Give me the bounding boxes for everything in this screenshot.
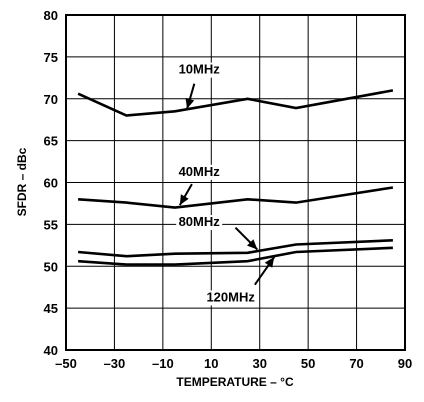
y-tick-label: 65 <box>44 134 58 149</box>
x-axis-title: TEMPERATURE – °C <box>176 375 294 389</box>
x-tick-label: –10 <box>152 356 174 371</box>
x-tick-label: 10 <box>204 356 218 371</box>
annotation-10mhz: 10MHz <box>176 62 223 110</box>
series-line-10mhz <box>77 89 394 117</box>
y-tick-label: 55 <box>44 217 58 232</box>
y-tick-label: 75 <box>44 50 58 65</box>
annotation-arrowhead <box>264 257 275 268</box>
series-label-80mhz: 80MHz <box>179 214 221 229</box>
series-line-40mhz <box>78 186 394 209</box>
annotation-label-background <box>203 290 258 306</box>
annotation-label-background <box>176 215 223 231</box>
series-label-40mhz: 40MHz <box>179 164 221 179</box>
x-tick-label: 70 <box>349 356 363 371</box>
annotation-label-background <box>176 62 223 78</box>
annotation-120mhz: 120MHz <box>203 256 276 306</box>
y-tick-label: 70 <box>44 92 58 107</box>
x-tick-label: –50 <box>55 356 77 371</box>
y-tick-label: 80 <box>44 8 58 23</box>
series-label-120mhz: 120MHz <box>206 289 255 304</box>
annotation-40mhz: 40MHz <box>176 164 223 206</box>
tick-labels: –50 –30 –10 10 30 50 70 90 40 45 50 55 60 65 70 75 80 <box>44 8 413 371</box>
y-tick-label: 50 <box>44 259 58 274</box>
series-line-80mhz <box>77 239 393 258</box>
annotation-label-background <box>176 164 223 180</box>
annotation-80mhz: 80MHz <box>176 214 258 251</box>
y-tick-label: 40 <box>44 343 58 358</box>
x-tick-label: 90 <box>398 356 412 371</box>
y-axis-title: SFDR – dBc <box>15 147 29 216</box>
x-tick-label: 50 <box>301 356 315 371</box>
series-lines <box>77 89 394 266</box>
plot-frame <box>65 14 406 351</box>
annotation-arrowhead <box>247 239 258 250</box>
x-tick-label: –30 <box>104 356 126 371</box>
series-line-120mhz <box>78 246 393 266</box>
x-tick-label: 30 <box>252 356 266 371</box>
y-tick-label: 60 <box>44 176 58 191</box>
annotation-arrowhead <box>179 194 189 206</box>
y-tick-label: 45 <box>44 301 58 316</box>
series-label-10mhz: 10MHz <box>179 62 221 77</box>
series-annotations: 10MHz 40MHz 80MHz 120MHz <box>176 62 276 306</box>
annotation-arrowhead <box>185 97 195 109</box>
